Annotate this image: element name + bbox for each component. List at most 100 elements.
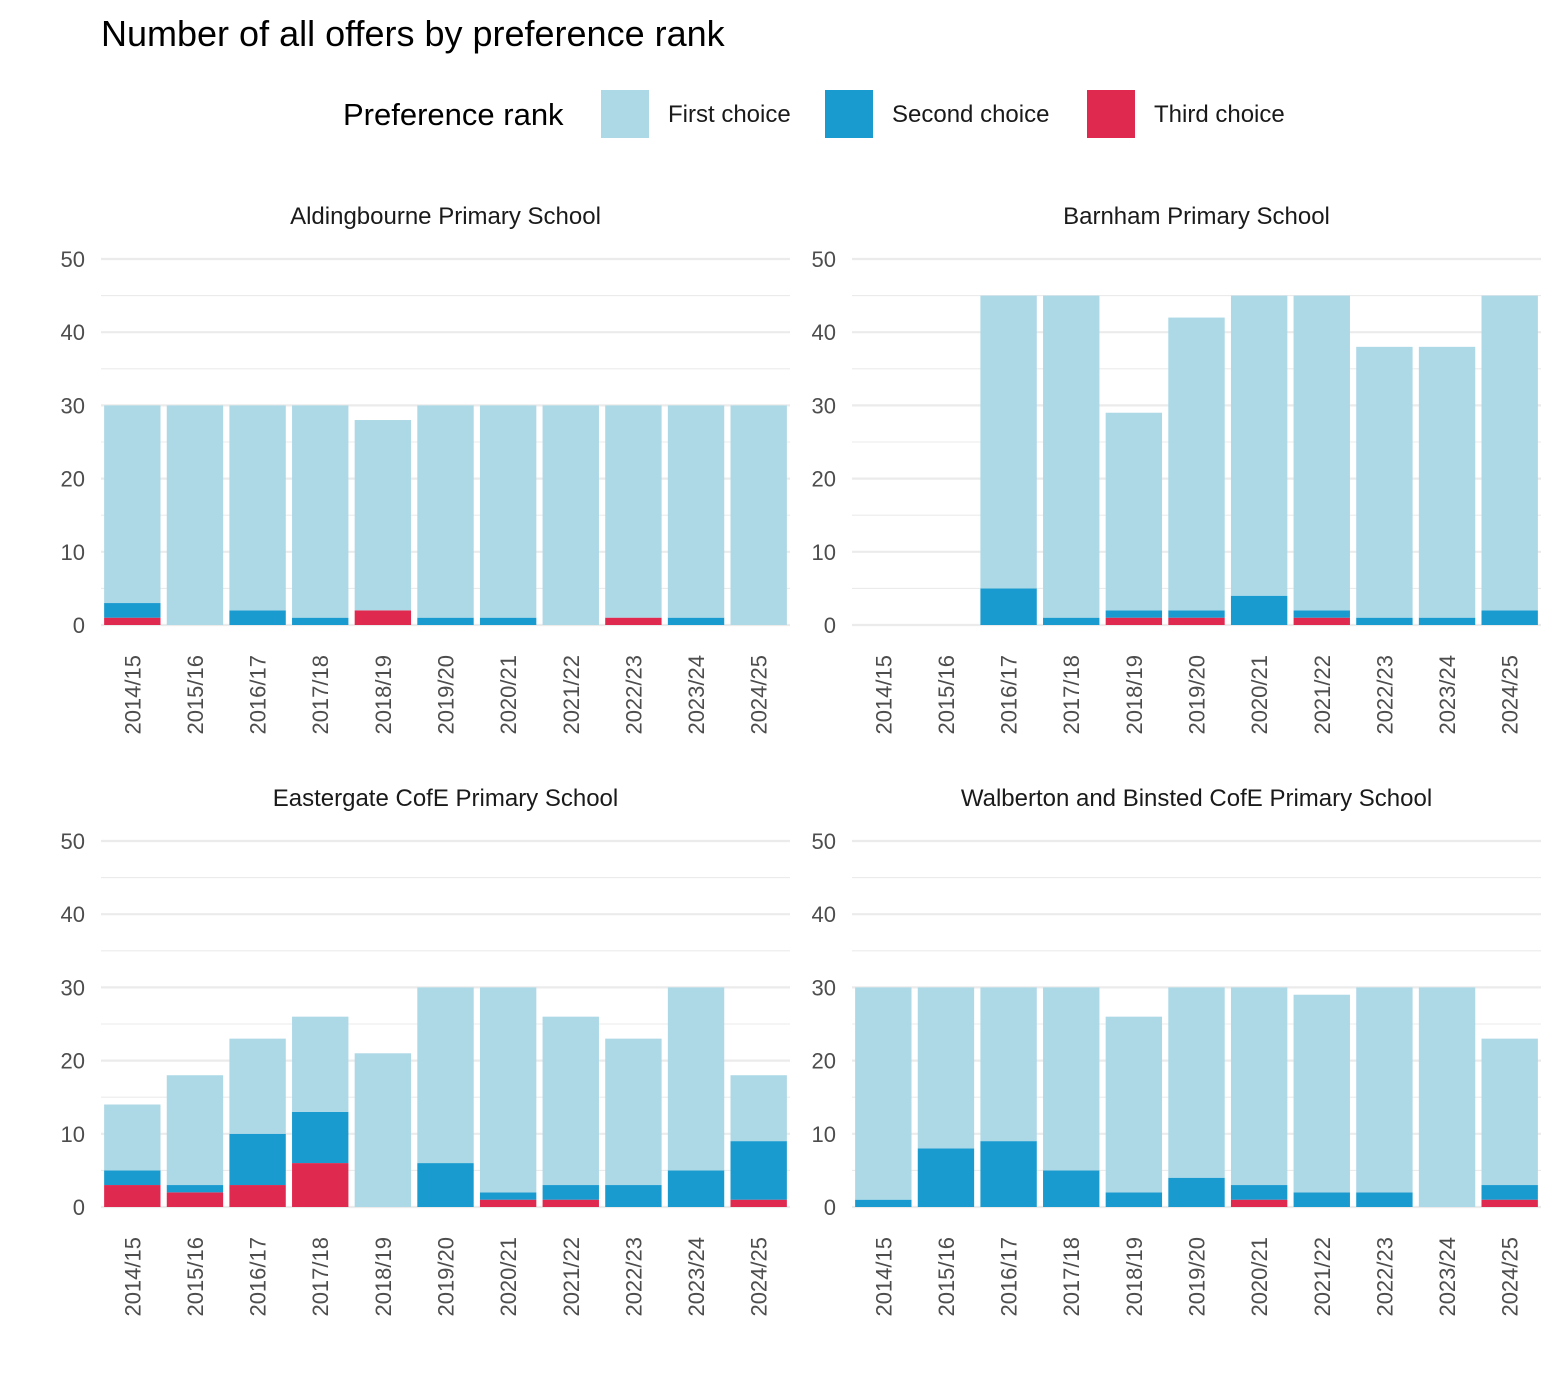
legend-label-1: First choice	[668, 101, 791, 128]
x-tick-label: 2018/19	[371, 1237, 396, 1317]
bar-second-choice	[1481, 1185, 1537, 1200]
bar-second-choice	[918, 1148, 974, 1207]
bar-third-choice	[730, 1200, 786, 1207]
bar-third-choice	[104, 1185, 160, 1207]
facet-title: Aldingbourne Primary School	[290, 203, 601, 230]
bar-second-choice	[1106, 610, 1162, 617]
bar-second-choice	[980, 588, 1036, 625]
legend: Preference rank First choice Second choic…	[343, 90, 1285, 138]
x-tick-label: 2014/15	[871, 655, 896, 735]
chart-title: Number of all offers by preference rank	[101, 13, 726, 54]
facet-panel-2: Barnham Primary School 0 10 20 30 40 50 2014/15…	[812, 203, 1541, 735]
y-tick-label: 0	[824, 1195, 836, 1220]
y-tick-label: 10	[812, 1122, 836, 1147]
bar-second-choice	[668, 1170, 724, 1207]
x-tick-label: 2017/18	[1059, 1237, 1084, 1317]
bar-third-choice	[1481, 1200, 1537, 1207]
bar-first-choice	[1106, 1017, 1162, 1193]
bar-third-choice	[355, 610, 411, 625]
bar-second-choice	[668, 618, 724, 625]
bar-second-choice	[229, 610, 285, 625]
y-tick-label: 50	[812, 829, 836, 854]
bar-second-choice	[229, 1134, 285, 1185]
x-tick-label: 2015/16	[934, 1237, 959, 1317]
y-tick-label: 40	[61, 320, 85, 345]
bar-second-choice	[1294, 610, 1350, 617]
x-tick-label: 2017/18	[308, 1237, 333, 1317]
bar-third-choice	[543, 1200, 599, 1207]
bar-second-choice	[292, 618, 348, 625]
x-tick-label: 2023/24	[1435, 1237, 1460, 1317]
bar-first-choice	[1294, 995, 1350, 1193]
x-tick-label: 2020/21	[496, 1237, 521, 1317]
x-tick-label: 2024/25	[1498, 1237, 1523, 1317]
x-tick-label: 2018/19	[1122, 655, 1147, 735]
bar-first-choice	[167, 1075, 223, 1185]
bar-first-choice	[104, 1105, 160, 1171]
bar-third-choice	[480, 1200, 536, 1207]
bar-first-choice	[417, 987, 473, 1163]
y-tick-label: 20	[61, 467, 85, 492]
bar-first-choice	[980, 987, 1036, 1141]
y-tick-label: 50	[61, 829, 85, 854]
x-tick-label: 2023/24	[684, 1237, 709, 1317]
bar-third-choice	[104, 618, 160, 625]
bar-second-choice	[480, 618, 536, 625]
x-tick-label: 2021/22	[559, 655, 584, 735]
x-tick-label: 2020/21	[1247, 1237, 1272, 1317]
facet-panel-1: Aldingbourne Primary School 0 10 20 30 40 50 20…	[61, 203, 790, 735]
bar-third-choice	[167, 1192, 223, 1207]
bar-first-choice	[1294, 296, 1350, 611]
bar-second-choice	[480, 1192, 536, 1199]
x-tick-label: 2016/17	[997, 655, 1022, 735]
y-tick-label: 40	[812, 902, 836, 927]
x-tick-label: 2022/23	[1372, 1237, 1397, 1317]
bar-first-choice	[1106, 413, 1162, 611]
bar-second-choice	[1356, 618, 1412, 625]
bar-third-choice	[1168, 618, 1224, 625]
x-tick-label: 2019/20	[1185, 655, 1210, 735]
bar-first-choice	[292, 1017, 348, 1112]
bar-second-choice	[167, 1185, 223, 1192]
x-tick-label: 2018/19	[371, 655, 396, 735]
bar-first-choice	[1043, 987, 1099, 1170]
legend-label-2: Second choice	[892, 101, 1049, 128]
y-tick-label: 30	[61, 393, 85, 418]
bar-first-choice	[355, 1053, 411, 1207]
x-tick-label: 2022/23	[1372, 655, 1397, 735]
y-tick-label: 10	[812, 540, 836, 565]
y-tick-label: 20	[812, 1049, 836, 1074]
bar-first-choice	[1481, 1039, 1537, 1185]
y-tick-label: 40	[61, 902, 85, 927]
bar-second-choice	[605, 1185, 661, 1207]
x-tick-label: 2024/25	[747, 655, 772, 735]
x-tick-label: 2017/18	[308, 655, 333, 735]
y-tick-label: 30	[812, 975, 836, 1000]
legend-swatch-3	[1087, 90, 1135, 138]
bar-first-choice	[918, 987, 974, 1148]
bar-second-choice	[1481, 610, 1537, 625]
bar-first-choice	[605, 1039, 661, 1185]
bar-second-choice	[1168, 1178, 1224, 1207]
x-tick-label: 2016/17	[997, 1237, 1022, 1317]
x-tick-label: 2021/22	[559, 1237, 584, 1317]
bar-second-choice	[1043, 618, 1099, 625]
bar-second-choice	[104, 1170, 160, 1185]
y-tick-label: 30	[812, 393, 836, 418]
bar-second-choice	[980, 1141, 1036, 1207]
x-tick-label: 2022/23	[621, 655, 646, 735]
x-tick-label: 2014/15	[120, 1237, 145, 1317]
x-tick-label: 2024/25	[747, 1237, 772, 1317]
y-tick-label: 20	[61, 1049, 85, 1074]
legend-swatch-2	[825, 90, 873, 138]
bar-first-choice	[1419, 987, 1475, 1207]
bar-third-choice	[1106, 618, 1162, 625]
x-tick-label: 2015/16	[934, 655, 959, 735]
facet-title: Barnham Primary School	[1063, 203, 1330, 230]
bar-first-choice	[730, 1075, 786, 1141]
y-tick-label: 0	[824, 613, 836, 638]
bar-second-choice	[292, 1112, 348, 1163]
bar-third-choice	[292, 1163, 348, 1207]
bar-first-choice	[355, 420, 411, 610]
x-tick-label: 2021/22	[1310, 655, 1335, 735]
